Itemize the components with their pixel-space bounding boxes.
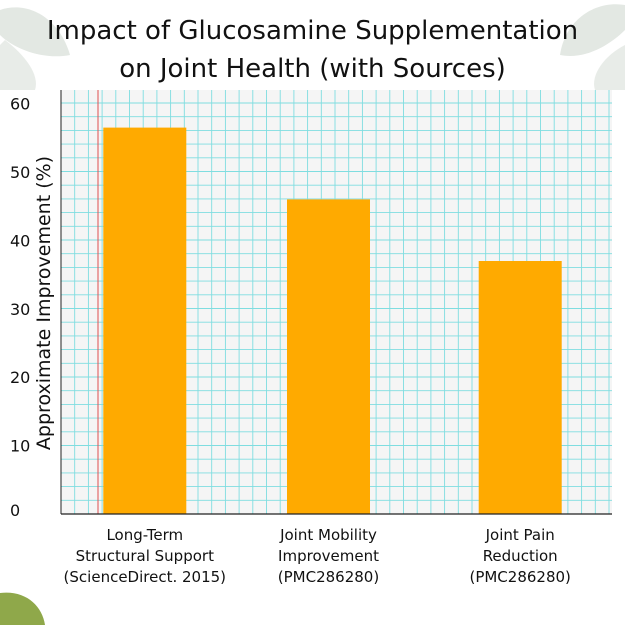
- y-tick-labels: 0 10 20 30 40 50 60: [10, 95, 30, 520]
- x-category-label-line: (ScienceDirect. 2015): [64, 568, 226, 586]
- x-category-label: Joint Pain Reduction (PMC286280): [469, 526, 570, 586]
- x-category-label-line: (PMC286280): [278, 568, 379, 586]
- chart-title-line-1: Impact of Glucosamine Supplementation: [46, 16, 579, 46]
- x-category-label-line: Improvement: [278, 547, 379, 565]
- x-category-label-line: Long-Term: [106, 526, 183, 544]
- y-tick-label: 0: [10, 501, 20, 520]
- x-category-label-line: Reduction: [483, 547, 558, 565]
- bar-3: [478, 261, 562, 514]
- chart-title-line-2: on Joint Health (with Sources): [119, 54, 506, 84]
- y-tick-label: 40: [10, 232, 30, 251]
- y-tick-label: 60: [10, 95, 30, 114]
- y-tick-label: 30: [10, 300, 30, 319]
- x-category-label: Joint Mobility Improvement (PMC286280): [278, 526, 379, 586]
- x-category-label-line: (PMC286280): [469, 568, 570, 586]
- bar-1: [103, 127, 187, 514]
- x-category-label-line: Structural Support: [76, 547, 214, 565]
- y-tick-label: 50: [10, 163, 30, 182]
- y-tick-label: 10: [10, 437, 30, 456]
- chart-title: Impact of Glucosamine Supplementation on…: [0, 12, 625, 88]
- x-category-label-line: Joint Mobility: [279, 526, 377, 544]
- x-category-label-line: Joint Pain: [485, 526, 555, 544]
- x-category-labels: Long-Term Structural Support (ScienceDirec…: [64, 526, 571, 586]
- bar-2: [287, 199, 370, 514]
- bar-series: [103, 127, 562, 514]
- x-category-label: Long-Term Structural Support (ScienceDirec…: [64, 526, 226, 586]
- y-tick-label: 20: [10, 368, 30, 387]
- y-axis-label: Approximate Improvement (%): [33, 156, 55, 450]
